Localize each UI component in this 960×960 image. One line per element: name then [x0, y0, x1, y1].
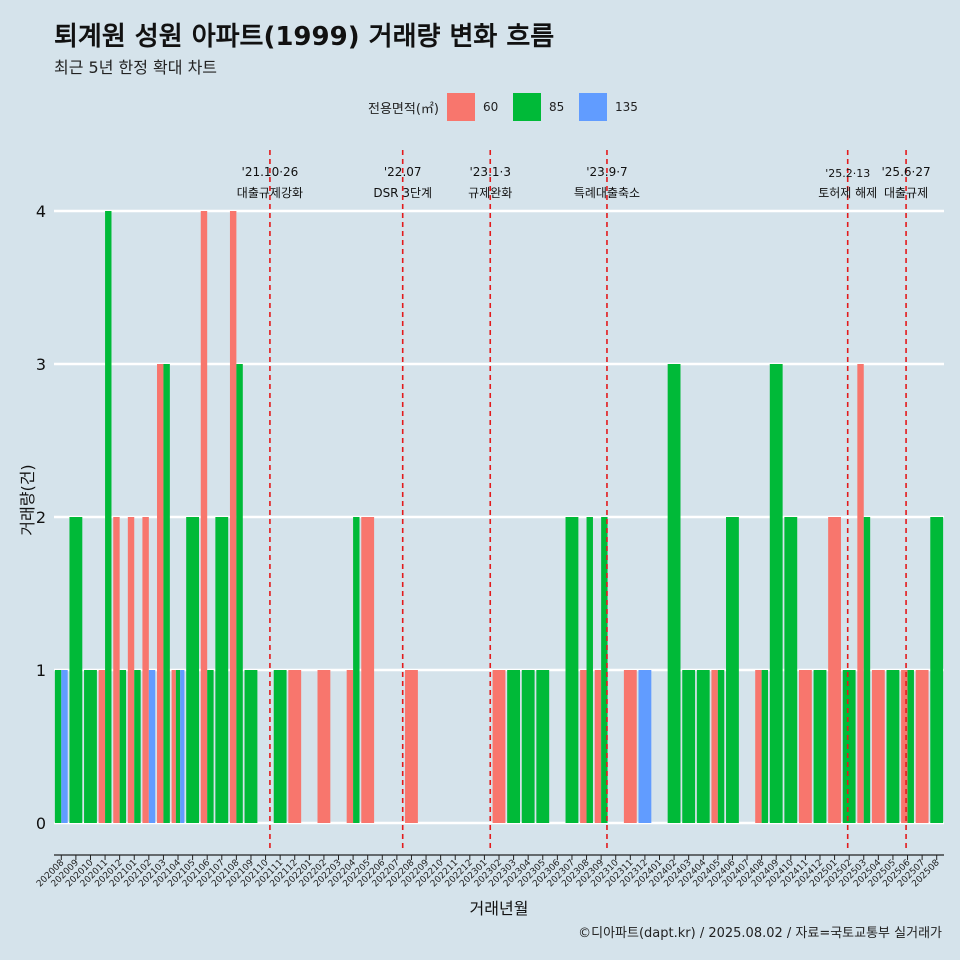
bar-85-202104 [175, 670, 181, 823]
bar-85-202009 [69, 517, 83, 823]
bar-135-202102 [148, 670, 156, 823]
event-date-label: '23.9·7 [586, 165, 627, 179]
bar-85-202309 [601, 517, 608, 823]
bar-60-202411 [798, 670, 812, 823]
bar-60-202011 [98, 670, 106, 823]
event-date-label: '22.07 [384, 165, 422, 179]
bar-85-202508 [930, 517, 944, 823]
legend-label-60: 60 [482, 100, 499, 114]
bar-85-202402 [667, 364, 681, 823]
bar-85-202010 [84, 670, 97, 823]
bar-60-202101 [127, 517, 135, 823]
y-tick-label: 2 [36, 508, 46, 527]
bar-135-202312 [638, 670, 652, 823]
bar-60-202102 [142, 517, 149, 823]
legend-label-85: 85 [548, 100, 565, 114]
bar-135-202104 [180, 670, 185, 823]
bar-60-202506 [901, 670, 908, 823]
y-tick-label: 0 [36, 814, 46, 833]
bar-85-202502 [842, 670, 856, 823]
event-name-label: DSR 3단계 [373, 186, 432, 200]
bar-85-202404 [696, 670, 710, 823]
event-date-label: '23.1·3 [470, 165, 511, 179]
bar-85-202405 [717, 670, 725, 823]
event-date-label: '21.10·26 [242, 165, 299, 179]
bar-60-202504 [871, 670, 885, 823]
bar-85-202403 [682, 670, 696, 823]
event-date-label: '25.2·13 [825, 167, 870, 180]
legend-label-135: 135 [614, 100, 638, 114]
y-tick-label: 4 [36, 202, 46, 221]
bar-85-202012 [119, 670, 127, 823]
bar-85-202011 [105, 211, 112, 823]
chart-subtitle: 최근 5년 한정 확대 차트 [54, 58, 218, 77]
bar-85-202408 [761, 670, 769, 823]
y-axis-title: 거래량(건) [18, 464, 37, 535]
bar-85-202105 [186, 517, 200, 823]
bar-85-202204 [353, 517, 360, 823]
bar-85-202406 [726, 517, 739, 823]
bar-60-202311 [623, 670, 637, 823]
bar-85-202410 [784, 517, 798, 823]
chart-title: 퇴계원 성원 아파트(1999) 거래량 변화 흐름 [54, 22, 555, 52]
bar-85-202109 [244, 670, 258, 823]
bar-60-202012 [113, 517, 120, 823]
legend-item-85: 85 [512, 93, 575, 121]
bar-85-202303 [507, 670, 521, 823]
bar-60-202309 [594, 670, 602, 823]
bar-60-202205 [361, 517, 375, 823]
bar-60-202405 [711, 670, 718, 823]
bars-group [54, 211, 944, 823]
bar-85-202103 [163, 364, 170, 823]
legend-item-135: 135 [578, 93, 644, 121]
bar-60-202408 [755, 670, 762, 823]
bar-85-202505 [886, 670, 900, 823]
bar-60-202501 [828, 517, 841, 823]
bar-85-202506 [907, 670, 914, 823]
x-axis-title: 거래년월 [470, 899, 529, 918]
bar-60-202204 [346, 670, 354, 823]
bar-85-202101 [134, 670, 141, 823]
bar-85-202305 [536, 670, 550, 823]
source-caption: ©디아파트(dapt.kr) / 2025.08.02 / 자료=국토교통부 실… [578, 926, 942, 941]
legend-swatch-135 [578, 93, 607, 121]
bar-85-202409 [769, 364, 783, 823]
bar-85-202503 [863, 517, 871, 823]
bar-60-202104 [171, 670, 176, 823]
event-name-label: 대출규제 [884, 186, 928, 200]
bar-60-202302 [492, 670, 506, 823]
bar-60-202103 [157, 364, 164, 823]
bar-135-202008 [61, 670, 68, 823]
bar-60-202507 [915, 670, 929, 823]
bar-60-202208 [405, 670, 418, 823]
bar-60-202112 [288, 670, 302, 823]
bar-60-202503 [857, 364, 864, 823]
event-name-label: 토허제 해제 [818, 186, 877, 200]
event-name-label: 대출규제강화 [237, 186, 303, 200]
legend-swatch-85 [512, 93, 541, 121]
y-tick-label: 1 [36, 661, 46, 680]
bar-60-202108 [229, 211, 237, 823]
bar-85-202108 [236, 364, 243, 823]
legend-swatch-60 [446, 93, 475, 121]
bar-85-202307 [565, 517, 579, 823]
event-name-label: 규제완화 [468, 186, 512, 200]
bar-85-202106 [207, 670, 214, 823]
bar-85-202308 [586, 517, 593, 823]
legend-item-60: 60 [446, 93, 509, 121]
bar-85-202412 [813, 670, 827, 823]
bar-60-202202 [317, 670, 331, 823]
y-tick-label: 3 [36, 355, 46, 374]
bar-85-202107 [215, 517, 229, 823]
event-name-label: 특례대출축소 [574, 186, 640, 200]
bar-85-202111 [273, 670, 287, 823]
event-date-label: '25.6·27 [882, 165, 931, 179]
legend-title: 전용면적(㎡) [368, 101, 439, 117]
bar-60-202308 [580, 670, 587, 823]
legend: 전용면적(㎡) 60 85 135 [368, 92, 648, 122]
bar-85-202304 [521, 670, 535, 823]
bar-60-202106 [200, 211, 208, 823]
bar-85-202008 [54, 670, 62, 823]
